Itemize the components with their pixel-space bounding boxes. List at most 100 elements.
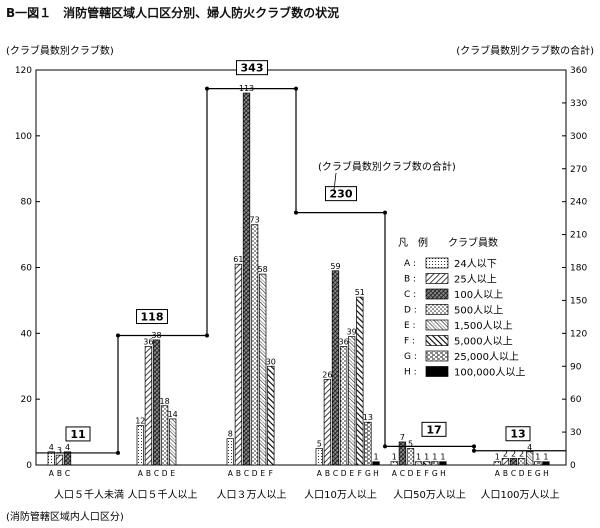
legend-swatch-E (425, 319, 449, 331)
legend-label: 24人以下 (454, 258, 497, 270)
legend-label: 500人以上 (454, 305, 503, 317)
bar-5-H (439, 461, 447, 466)
bar-key-label: E (527, 469, 532, 478)
legend-key: H : (404, 368, 417, 378)
bar-key-label: F (269, 469, 273, 478)
legend-label: 100,000人以上 (454, 367, 525, 379)
y-left-tick-label: 0 (26, 461, 32, 471)
bar-5-E (414, 461, 423, 466)
bar-key-label: C (244, 469, 249, 478)
bar-key-label: G (432, 469, 438, 478)
bar-value-label: 38 (151, 331, 161, 340)
total-line-label-pointer (333, 172, 337, 191)
bar-4-E (348, 336, 356, 466)
group-total-label: 13 (510, 428, 525, 441)
bar-key-label: E (260, 469, 265, 478)
group-total-box (236, 60, 268, 76)
bar-key-label: D (341, 469, 347, 478)
total-line-vertex (383, 210, 387, 215)
legend-header-mark: 凡 例 (398, 236, 428, 249)
total-line-vertex (472, 448, 476, 453)
y-right-tick-label: 120 (570, 329, 587, 339)
bar-value-label: 1 (424, 453, 429, 462)
bar-key-label: H (440, 469, 446, 478)
bar-key-label: B (57, 469, 62, 478)
bar-4-H (372, 461, 380, 466)
bar-key-label: C (65, 469, 70, 478)
legend-key: A : (404, 259, 416, 269)
bar-key-label: D (519, 469, 525, 478)
bar-value-label: 51 (355, 288, 365, 297)
bar-3-F (267, 365, 275, 466)
bar-3-D (250, 224, 259, 466)
group-total-label: 118 (141, 311, 164, 324)
bar-value-label: 73 (250, 216, 260, 225)
y-right-tick-label: 0 (570, 461, 576, 471)
bar-6-C (509, 458, 518, 466)
bar-value-label: 1 (373, 453, 378, 462)
legend-key: C : (404, 290, 416, 300)
y-right-tick-label: 330 (570, 99, 587, 109)
bar-6-D (517, 458, 526, 466)
bar-2-B (144, 346, 153, 466)
y-right-tick-label: 360 (570, 66, 587, 76)
y-right-tick-label: 150 (570, 296, 587, 306)
legend-key: B : (404, 275, 416, 285)
bar-value-label: 5 (408, 440, 413, 449)
bar-3-C (242, 92, 251, 466)
bar-1-B (55, 454, 64, 466)
bar-2-D (160, 405, 169, 466)
bar-value-label: 18 (160, 397, 170, 406)
bar-value-label: 7 (400, 433, 405, 442)
bar-key-label: E (416, 469, 421, 478)
y-left-tick-label: 80 (21, 198, 33, 208)
bar-value-label: 36 (339, 338, 349, 347)
legend-label: 100人以上 (454, 289, 503, 301)
bar-value-label: 1 (543, 453, 548, 462)
bar-value-label: 4 (65, 443, 70, 452)
bar-value-label: 13 (363, 413, 373, 422)
bar-key-label: H (543, 469, 549, 478)
bar-6-G (534, 461, 542, 466)
bar-key-label: A (495, 469, 501, 478)
bar-key-label: C (333, 469, 338, 478)
figure-title: B一図１ 消防管轄区域人口区分別、婦人防火クラブ数の状況 (6, 6, 340, 20)
group-total-label: 343 (241, 62, 264, 75)
bar-value-label: 1 (392, 453, 397, 462)
bar-key-label: A (317, 469, 323, 478)
bar-key-label: C (511, 469, 516, 478)
bar-value-label: 5 (317, 440, 322, 449)
bar-2-A (136, 425, 144, 466)
bar-value-label: 1 (416, 453, 421, 462)
bar-key-label: A (392, 469, 398, 478)
bar-key-label: A (49, 469, 55, 478)
bar-4-F (356, 296, 364, 466)
legend-label: 25,000人以上 (454, 351, 519, 363)
bar-key-label: D (408, 469, 414, 478)
bar-key-label: H (373, 469, 379, 478)
bar-1-A (47, 451, 55, 466)
bar-value-label: 113 (239, 84, 254, 93)
total-line-vertex (472, 444, 476, 449)
bar-3-A (226, 438, 234, 466)
group-total-label: 230 (330, 188, 353, 201)
group-label: 人口５千人以上 (128, 489, 198, 501)
legend-swatch-D (425, 304, 449, 315)
bar-key-label: B (236, 469, 241, 478)
x-axis-label: (消防管轄区域内人口区分) (6, 510, 124, 523)
legend-label: 1,500人以上 (454, 320, 513, 332)
bar-key-label: B (146, 469, 151, 478)
legend: 凡 例 クラブ員数 A : 24人以下 B : 25人以上 C : 100人以上 D : 50… (398, 236, 525, 379)
bar-2-E (169, 418, 177, 466)
bar-6-H (542, 461, 550, 466)
bar-key-label: A (228, 469, 234, 478)
group-total-box (65, 426, 91, 442)
legend-header-text: クラブ員数 (448, 236, 498, 249)
y-left-tick-label: 20 (21, 395, 33, 405)
group-total-label: 17 (426, 423, 441, 436)
y-right-tick-label: 30 (570, 428, 582, 438)
group-total-box (136, 309, 168, 325)
total-line-vertex (116, 333, 120, 338)
bar-5-F (423, 461, 431, 466)
legend-swatch-F (425, 335, 449, 346)
